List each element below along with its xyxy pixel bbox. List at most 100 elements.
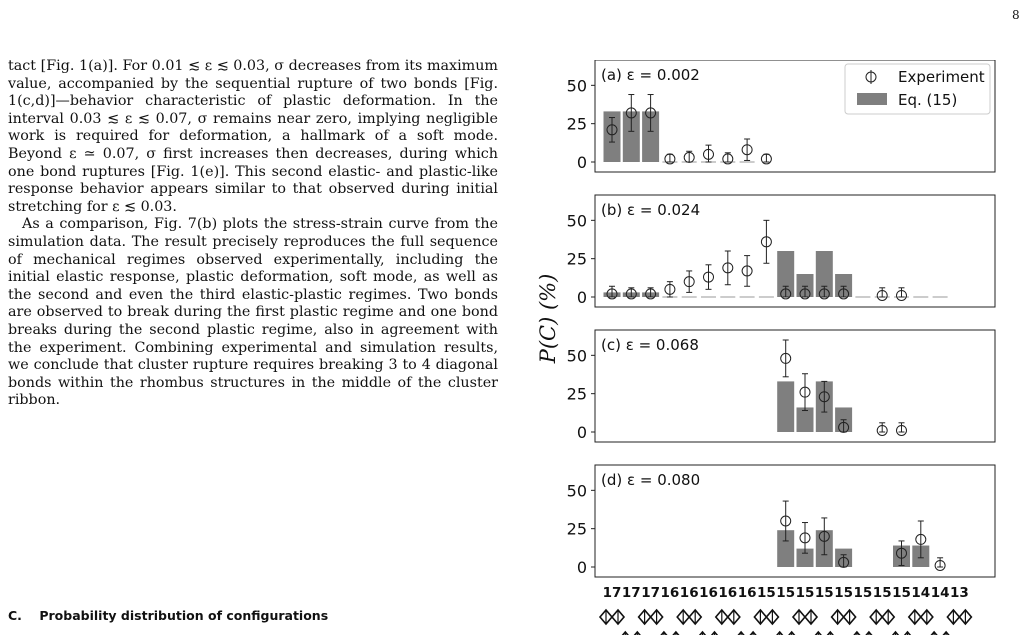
experiment-point [760, 236, 772, 248]
rhombus-cluster-icon [907, 608, 934, 626]
rhombus-cluster-icon [791, 608, 819, 626]
bar [777, 251, 795, 297]
x-tick-label: 16 [680, 585, 699, 601]
config-glyph-upper [637, 608, 664, 626]
experiment-point [722, 262, 734, 274]
y-tick-label: 50 [567, 481, 587, 500]
config-glyph-lower [776, 630, 796, 635]
config-glyph-upper [907, 608, 934, 626]
rhombus-cluster-icon [930, 630, 950, 635]
y-tick-label: 50 [567, 346, 587, 365]
experiment-point [876, 289, 888, 301]
config-glyph-lower [891, 630, 912, 635]
config-glyph-lower [814, 630, 834, 635]
experiment-point [625, 288, 637, 300]
legend-experiment-marker [865, 71, 877, 83]
rhombus-cluster-icon [637, 608, 664, 626]
panel-frame [594, 60, 996, 173]
config-glyph-upper [830, 608, 857, 626]
section-heading: C. Probability distribution of configura… [8, 608, 328, 623]
bar [796, 407, 814, 432]
rhombus-cluster-icon [598, 608, 626, 626]
experiment-point [818, 530, 830, 542]
x-tick-label: 16 [718, 585, 737, 601]
experiment-point [838, 556, 850, 568]
paragraph-1: tact [Fig. 1(a)]. For 0.01 ≲ ε ≲ 0.03, σ… [8, 58, 498, 215]
x-tick-label: 17 [641, 585, 660, 601]
experiment-point [799, 288, 811, 300]
cluster-bond-icon [643, 610, 658, 624]
panel-3: 0 25 50 (d) ε = 0.080 [567, 464, 996, 578]
section-number: C. [8, 608, 22, 623]
experiment-point [818, 288, 830, 300]
y-tick-label: 0 [577, 153, 587, 172]
experiment-point [683, 151, 695, 163]
cluster-bond-icon [894, 632, 909, 635]
bar [622, 111, 640, 162]
rhombus-cluster-icon [830, 608, 857, 626]
rhombus-cluster-icon [660, 630, 680, 635]
rhombus-cluster-icon [676, 608, 703, 626]
config-glyph-upper [869, 608, 896, 626]
rhombus-cluster-icon [776, 630, 796, 635]
rhombus-cluster-icon [814, 630, 834, 635]
cluster-bond-icon [779, 632, 793, 635]
bar [796, 548, 814, 567]
experiment-point [915, 533, 927, 545]
config-glyph-upper [753, 608, 780, 626]
x-tick-label: 15 [873, 585, 892, 601]
x-tick-label: 15 [757, 585, 776, 601]
x-tick-label: 17 [603, 585, 622, 601]
rhombus-cluster-icon [869, 608, 896, 626]
config-glyph-lower [698, 630, 719, 635]
x-tick-label: 14 [911, 585, 930, 601]
bar [777, 530, 795, 567]
panel-label: (d) ε = 0.080 [601, 471, 700, 489]
experiment-point [606, 124, 618, 136]
cluster-bond-icon [817, 632, 831, 635]
x-tick-label: 15 [834, 585, 853, 601]
experiment-point [664, 153, 676, 165]
y-tick-label: 25 [567, 385, 587, 404]
panel-label: (a) ε = 0.002 [601, 66, 700, 84]
experiment-point [896, 424, 907, 436]
y-tick-label: 25 [567, 520, 587, 539]
x-tick-label: 16 [661, 585, 680, 601]
cluster-bond-icon [914, 610, 928, 624]
config-glyph-upper [791, 608, 819, 626]
cluster-bond-icon [682, 610, 696, 624]
panel-label: (c) ε = 0.068 [601, 336, 699, 354]
x-tick-label: 16 [738, 585, 757, 601]
y-tick-label: 50 [567, 211, 587, 230]
panel-label: (b) ε = 0.024 [601, 201, 700, 219]
config-glyph-lower [660, 630, 680, 635]
x-tick-label: 14 [931, 585, 950, 601]
cluster-bond-icon [952, 610, 966, 624]
cluster-bond-icon [933, 632, 947, 635]
rhombus-cluster-icon [621, 630, 641, 635]
x-tick-label: 17 [622, 585, 641, 601]
experiment-point [645, 288, 657, 300]
experiment-point [625, 107, 637, 119]
cluster-bond-icon [837, 610, 851, 624]
cluster-bond-icon [798, 610, 812, 624]
x-tick-label: 15 [796, 585, 815, 601]
legend-bar-swatch [857, 93, 887, 105]
experiment-point [780, 352, 792, 364]
page-number: 8 [1012, 8, 1020, 22]
cluster-bond-icon [721, 610, 735, 624]
experiment-point [799, 386, 811, 398]
rhombus-cluster-icon [753, 608, 780, 626]
legend: Experiment Eq. (15) [844, 63, 991, 115]
experiment-point [703, 148, 714, 160]
experiment-point [722, 153, 734, 165]
config-glyph-lower [621, 630, 641, 635]
x-tick-label: 15 [854, 585, 873, 601]
rhombus-cluster-icon [737, 630, 757, 635]
rhombus-cluster-icon [946, 608, 973, 626]
cluster-bond-icon [759, 610, 773, 624]
legend-label-eq: Eq. (15) [898, 91, 957, 109]
config-glyph-lower [930, 630, 950, 635]
probability-figure: 0 25 50 (a) ε = 0.002 Experiment Eq. (15) 0 25 5… [536, 60, 996, 635]
panel-frame [594, 194, 996, 308]
